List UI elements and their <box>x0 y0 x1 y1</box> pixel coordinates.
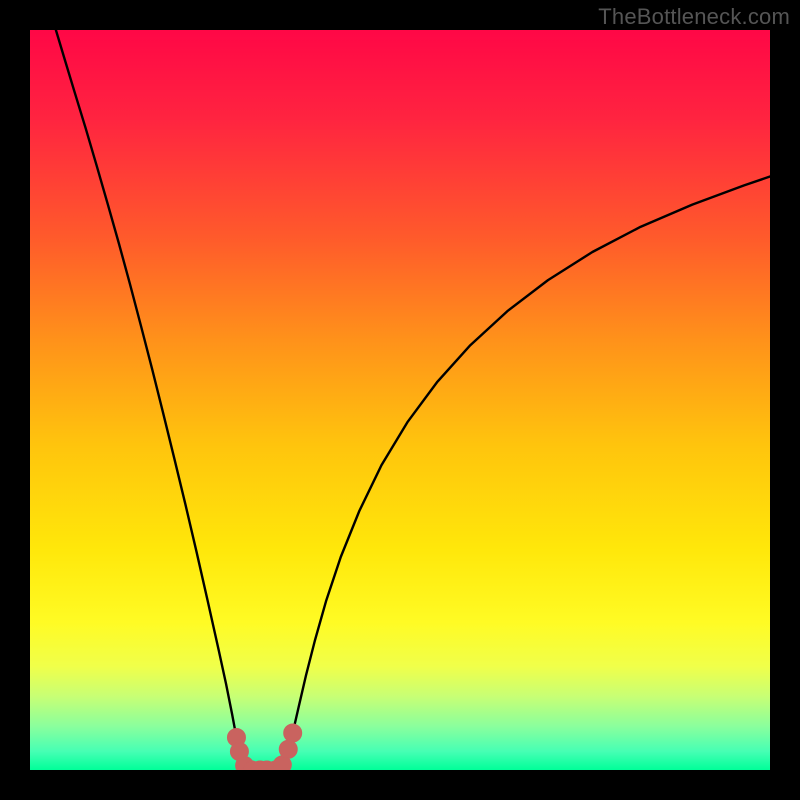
curve-marker <box>279 740 297 758</box>
curve-marker <box>284 724 302 742</box>
chart-background <box>30 30 770 770</box>
chart-frame: TheBottleneck.com <box>0 0 800 800</box>
plot-area <box>30 30 770 770</box>
watermark-text: TheBottleneck.com <box>598 4 790 30</box>
bottleneck-curve-chart <box>30 30 770 770</box>
